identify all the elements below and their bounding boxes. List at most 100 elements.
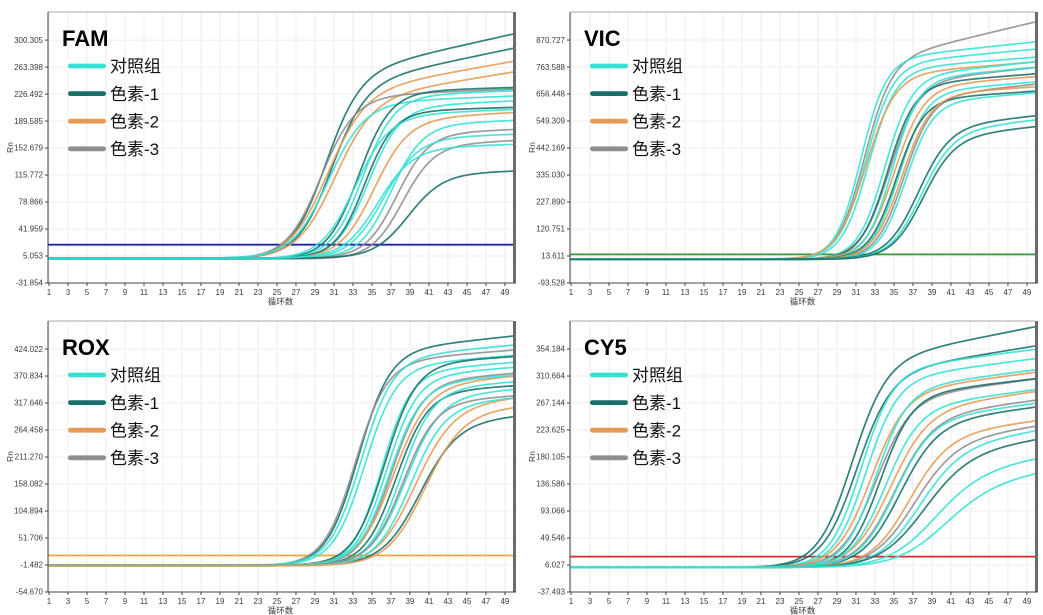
legend-swatch — [590, 63, 628, 69]
x-tick-label: 45 — [462, 288, 471, 297]
chart-fam: 1 3 5 7 9 11 13 15 17 19 21 23 25 27 29 31 33 35 37 39 41 43 4… — [0, 0, 521, 306]
legend-item: 对照组 — [590, 57, 683, 76]
panel-rox: 1 3 5 7 9 11 13 15 17 19 21 23 25 27 29 31 33 35 37 39 41 43 4… — [0, 309, 521, 615]
x-axis-ticks: 1 3 5 7 9 11 13 15 17 19 21 23 25 27 29 31 33 35 37 39 41 43 4… — [569, 592, 1032, 606]
chart-cy5: 1 3 5 7 9 11 13 15 17 19 21 23 25 27 29 31 33 35 37 39 41 43 4… — [522, 309, 1043, 615]
legend-item: 对照组 — [68, 366, 161, 385]
legend-swatch — [68, 427, 106, 433]
x-tick-label: 29 — [311, 288, 320, 297]
y-tick-label: 51.706 — [19, 534, 44, 543]
y-tick-label: 424.022 — [14, 345, 43, 354]
y-tick-label: 120.751 — [536, 225, 565, 234]
x-tick-label: 29 — [833, 597, 842, 606]
x-tick-label: 11 — [662, 288, 671, 297]
legend-item: 色素-1 — [590, 394, 681, 413]
x-tick-label: 35 — [367, 597, 376, 606]
x-axis-label: 循环数 — [268, 297, 294, 307]
legend-label: 色素-1 — [632, 85, 681, 104]
legend-label: 色素-3 — [110, 140, 159, 159]
x-tick-label: 31 — [852, 288, 861, 297]
y-axis-label: Rn — [527, 451, 537, 462]
y-tick-label: 6.027 — [545, 561, 566, 570]
y-tick-label: 317.646 — [14, 399, 43, 408]
legend-item: 色素-3 — [590, 449, 681, 468]
y-tick-label: 180.105 — [536, 453, 565, 462]
x-tick-label: 39 — [405, 597, 414, 606]
y-axis-label: Rn — [5, 142, 15, 153]
y-tick-label: 189.585 — [14, 117, 43, 126]
x-tick-label: 37 — [386, 288, 395, 297]
x-tick-label: 5 — [607, 597, 612, 606]
legend-item: 色素-1 — [68, 394, 159, 413]
x-tick-label: 9 — [645, 597, 650, 606]
x-tick-label: 9 — [123, 597, 128, 606]
y-tick-label: 115.772 — [15, 171, 44, 180]
x-tick-label: 19 — [738, 597, 747, 606]
x-tick-label: 27 — [814, 597, 823, 606]
y-tick-label: -93.528 — [538, 279, 566, 288]
legend-swatch — [590, 400, 628, 405]
y-tick-label: 310.664 — [536, 372, 565, 381]
y-tick-label: 442.169 — [536, 144, 565, 153]
x-tick-label: 49 — [500, 597, 509, 606]
y-tick-label: 223.625 — [536, 426, 565, 435]
y-tick-label: 152.679 — [14, 144, 43, 153]
x-tick-label: 13 — [681, 288, 690, 297]
x-tick-label: 25 — [795, 597, 804, 606]
legend-swatch — [68, 455, 106, 461]
x-tick-label: 17 — [719, 288, 728, 297]
y-tick-label: 370.834 — [14, 372, 43, 381]
x-tick-label: 15 — [178, 288, 187, 297]
legend-swatch — [590, 372, 628, 378]
legend-swatch — [68, 400, 106, 405]
x-tick-label: 47 — [1003, 597, 1012, 606]
panel-vic: 1 3 5 7 9 11 13 15 17 19 21 23 25 27 29 31 33 35 37 39 41 43 4… — [522, 0, 1043, 306]
y-axis-label: Rn — [5, 451, 15, 462]
gridlines — [48, 321, 513, 593]
x-tick-label: 11 — [140, 288, 149, 297]
x-tick-label: 33 — [348, 597, 357, 606]
legend-label: 对照组 — [110, 57, 161, 76]
plot-right-border — [513, 12, 516, 283]
legend-swatch — [590, 455, 628, 461]
x-tick-label: 15 — [178, 597, 187, 606]
y-tick-label: 49.546 — [541, 534, 566, 543]
amplification-curve — [570, 473, 1035, 569]
x-tick-label: 7 — [626, 597, 631, 606]
plot-right-border — [1035, 12, 1038, 283]
x-tick-label: 41 — [424, 288, 433, 297]
x-tick-label: 49 — [1022, 597, 1031, 606]
amplification-curve — [570, 125, 1035, 261]
x-tick-label: 11 — [662, 597, 671, 606]
amplification-curve — [48, 143, 513, 260]
y-tick-label: 104.894 — [14, 507, 43, 516]
y-tick-label: 5.053 — [23, 252, 44, 261]
x-tick-label: 21 — [757, 288, 766, 297]
x-tick-label: 3 — [66, 288, 71, 297]
plot-right-border — [1035, 321, 1038, 592]
x-tick-label: 27 — [292, 288, 301, 297]
x-tick-label: 49 — [500, 288, 509, 297]
x-tick-label: 43 — [443, 597, 452, 606]
plot-right-border — [513, 321, 516, 592]
curves-group — [48, 335, 513, 567]
x-tick-label: 23 — [254, 288, 263, 297]
legend-swatch — [590, 118, 628, 124]
x-tick-label: 31 — [330, 597, 339, 606]
x-tick-label: 13 — [159, 597, 168, 606]
x-tick-label: 3 — [66, 597, 71, 606]
x-tick-label: 21 — [235, 597, 244, 606]
x-tick-label: 1 — [47, 288, 52, 297]
legend-swatch — [590, 91, 628, 96]
y-tick-label: 158.082 — [14, 480, 43, 489]
x-tick-label: 3 — [588, 288, 593, 297]
x-tick-label: 1 — [47, 597, 52, 606]
panel-cy5: 1 3 5 7 9 11 13 15 17 19 21 23 25 27 29 31 33 35 37 39 41 43 4… — [522, 309, 1043, 615]
y-tick-label: 763.588 — [536, 63, 565, 72]
panel-fam: 1 3 5 7 9 11 13 15 17 19 21 23 25 27 29 31 33 35 37 39 41 43 4… — [0, 0, 521, 306]
y-tick-label: 136.586 — [536, 480, 565, 489]
x-tick-label: 49 — [1022, 288, 1031, 297]
x-tick-label: 33 — [348, 288, 357, 297]
y-tick-label: -1.482 — [20, 561, 43, 570]
y-tick-label: 870.727 — [536, 36, 565, 45]
